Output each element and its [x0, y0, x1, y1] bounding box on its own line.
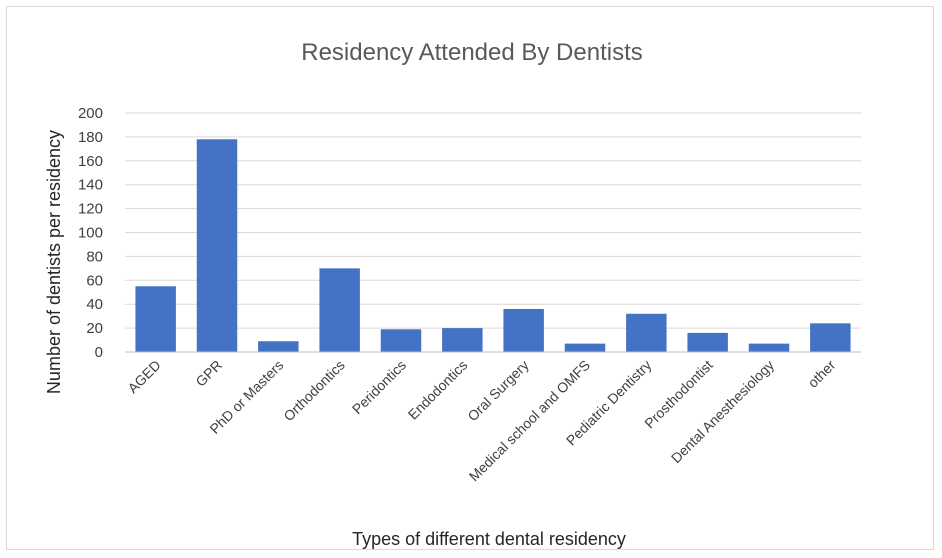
bar: [196, 139, 238, 352]
y-tick-label: 120: [78, 201, 103, 218]
y-tick-label: 100: [78, 225, 103, 242]
x-category-label: Medical school and OMFS: [466, 357, 593, 484]
x-axis-title: Types of different dental residency: [352, 529, 626, 549]
bars: [135, 139, 851, 352]
x-category-label: Orthodontics: [280, 357, 347, 424]
bar: [442, 328, 483, 352]
chart-frame: [6, 6, 934, 550]
chart-title: Residency Attended By Dentists: [301, 39, 643, 66]
y-tick-label: 200: [78, 105, 103, 122]
gridlines: [125, 112, 861, 329]
y-tick-label: 80: [86, 248, 103, 265]
x-category-label: Dental Anesthesiology: [668, 357, 777, 466]
bar: [380, 329, 422, 352]
y-tick-label: 140: [78, 177, 103, 194]
x-category-label: other: [805, 357, 839, 391]
bar: [503, 308, 544, 352]
bar: [258, 341, 299, 352]
y-axis-ticks: 0 20 40 60 80 100 120 140 160 180 200: [78, 105, 103, 361]
bar: [810, 323, 851, 352]
x-category-label: Oral Surgery: [464, 357, 531, 424]
bar: [626, 313, 667, 352]
x-category-label: GPR: [192, 357, 225, 390]
bar: [319, 268, 360, 352]
y-tick-label: 180: [78, 129, 103, 146]
x-category-label: Endodontics: [405, 357, 471, 423]
y-tick-label: 20: [86, 320, 103, 337]
x-category-label: AGED: [124, 357, 163, 396]
y-tick-label: 40: [86, 296, 103, 313]
bar: [135, 286, 176, 352]
x-category-label: Peridontics: [349, 357, 409, 417]
y-tick-label: 0: [95, 344, 103, 361]
bar: [564, 343, 606, 352]
bar: [748, 343, 790, 352]
y-tick-label: 60: [86, 272, 103, 289]
y-tick-label: 160: [78, 153, 103, 170]
y-axis-title: Number of dentists per residency: [44, 130, 64, 394]
bar: [687, 332, 728, 352]
